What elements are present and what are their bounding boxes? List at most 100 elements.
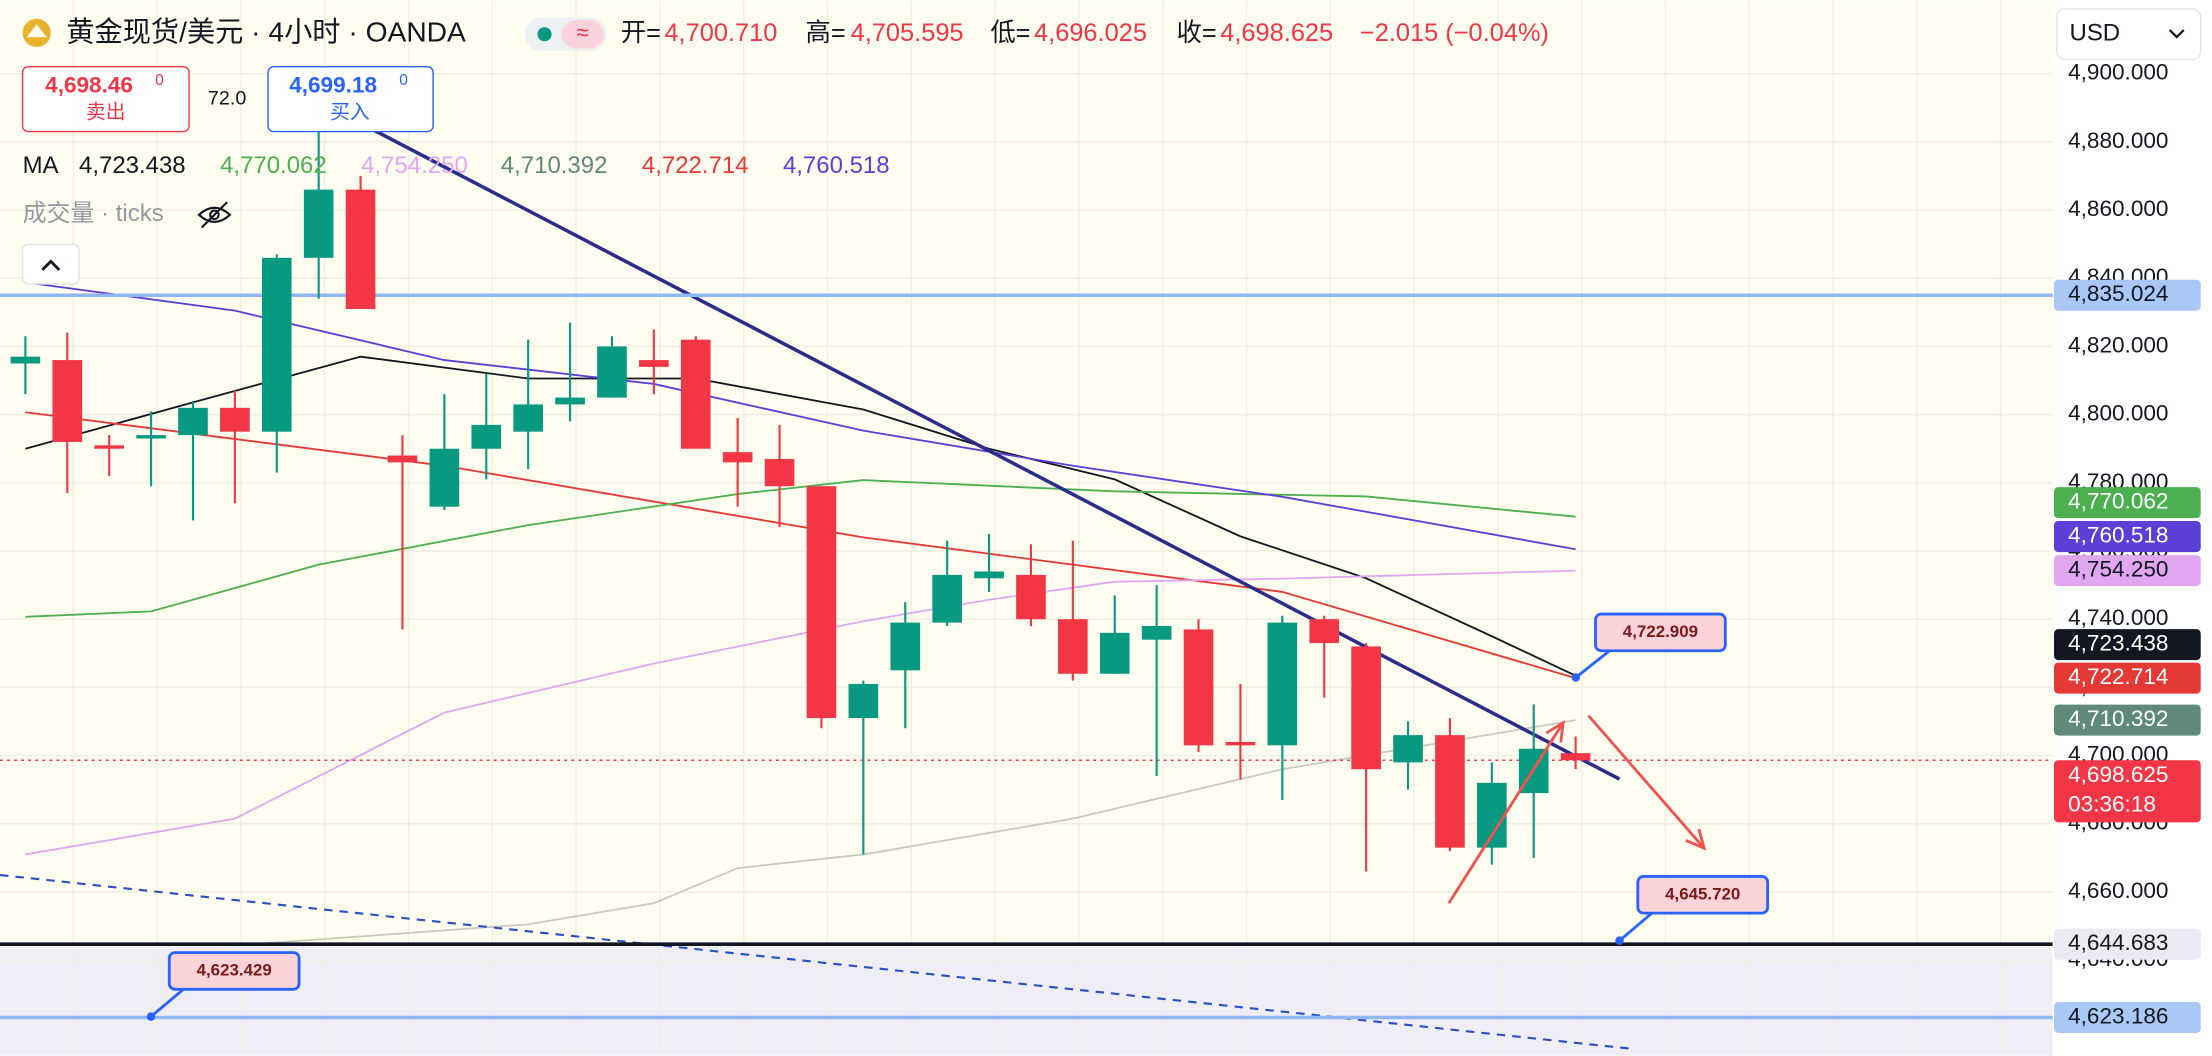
price-badge-label: 4,835.024	[2068, 281, 2168, 306]
arrow-line	[1587, 714, 1706, 850]
ma-line	[25, 569, 1576, 856]
candle-body	[974, 571, 1004, 579]
buy-price-sup: 0	[399, 72, 408, 89]
status-icon: ≈	[576, 20, 588, 45]
ma-value: 4,722.714	[642, 152, 749, 179]
ohlc-value: 4,700.710	[664, 19, 777, 47]
status-dot	[537, 27, 552, 42]
ohlc-change: −2.015 (−0.04%)	[1360, 19, 1549, 47]
buy-button[interactable]	[267, 65, 434, 133]
callout-box	[1636, 875, 1770, 915]
candle-body	[303, 189, 334, 258]
price-badge	[2054, 487, 2201, 519]
candle-body	[764, 458, 795, 487]
ohlc-value: 4,698.625	[1220, 19, 1333, 47]
y-tick-label: 4,660.000	[2068, 878, 2168, 903]
trend-line	[373, 128, 1621, 781]
ohlc-value: 4,705.595	[851, 19, 964, 47]
callout-connector	[1574, 649, 1611, 679]
callout-connector	[1618, 912, 1653, 942]
candle-body	[1477, 782, 1507, 848]
candle-body	[1099, 632, 1130, 674]
ohlc-value: 4,696.025	[1034, 19, 1147, 47]
ohlc-label: 高=	[806, 19, 846, 47]
candle-body	[1183, 629, 1214, 746]
status-badge	[561, 20, 604, 49]
y-tick-label: 4,900.000	[2068, 60, 2168, 85]
candle-body	[1016, 574, 1046, 620]
price-badge-label: 4,754.250	[2068, 557, 2168, 582]
sell-button[interactable]	[21, 65, 190, 133]
price-badge	[2054, 555, 2201, 587]
candle-body	[597, 346, 627, 398]
candle-body	[680, 339, 711, 449]
y-tick-label: 4,740.000	[2068, 605, 2168, 630]
price-badge	[2054, 760, 2201, 823]
callout-anchor	[1615, 936, 1624, 945]
price-badge	[2054, 928, 2201, 960]
symbol-title: 黄金现货/美元 · 4小时 · OANDA	[66, 16, 466, 48]
callout-label: 4,645.720	[1665, 884, 1740, 903]
candle-body	[1435, 735, 1465, 848]
sell-price: 4,698.46	[45, 72, 133, 97]
candle-body	[1141, 626, 1172, 640]
price-badge	[2054, 279, 2201, 311]
price-badge-timer: 03:36:18	[2068, 791, 2156, 816]
price-badge-label: 4,770.062	[2068, 489, 2168, 514]
price-badge-label: 4,698.625	[2068, 762, 2168, 787]
candle-body	[136, 435, 166, 439]
ohlc-label: 收=	[1177, 19, 1217, 47]
overlay-layer: 黄金现货/美元 · 4小时 · OANDA ≈ 开= 4,700.710 高= …	[21, 8, 2202, 285]
callout-connector	[150, 988, 185, 1018]
price-badge-label: 4,723.438	[2068, 631, 2168, 656]
sell-price-sup: 0	[155, 72, 164, 89]
candle-body	[1351, 646, 1381, 770]
arrow-head	[1685, 828, 1707, 851]
buy-price: 4,699.18	[289, 72, 377, 97]
callout-label: 4,623.429	[197, 960, 272, 979]
eye-pupil	[209, 209, 220, 221]
candle-body	[345, 189, 376, 309]
candle-body	[890, 622, 921, 671]
price-scale: 4,640.0004,660.0004,680.0004,700.0004,72…	[2054, 60, 2201, 1033]
y-tick-label: 4,880.000	[2068, 128, 2168, 153]
candle-body	[513, 404, 543, 432]
candle-body	[1267, 622, 1298, 746]
candle-body	[220, 407, 250, 432]
plot-layer: 4,722.909 4,645.720 4,623.429	[0, 0, 2053, 1056]
currency-dropdown[interactable]	[2056, 8, 2202, 61]
callout-anchor	[146, 1012, 156, 1021]
callout-label: 4,722.909	[1623, 622, 1698, 641]
ma-value: 4,723.438	[79, 152, 186, 179]
price-badge-label: 4,760.518	[2068, 523, 2168, 548]
candle-body	[1058, 619, 1088, 674]
candle-body	[178, 407, 208, 436]
candle-body	[261, 257, 292, 432]
ma-line	[25, 411, 1576, 680]
price-badge-label: 4,722.714	[2068, 664, 2168, 689]
candle-body	[639, 360, 669, 367]
candle-body	[932, 574, 962, 623]
price-badge	[2054, 1001, 2201, 1033]
callout-anchor	[1571, 673, 1580, 682]
y-tick-label: 4,820.000	[2068, 332, 2168, 357]
candle-body	[848, 683, 879, 719]
candle-body	[1393, 735, 1423, 763]
candle-body	[387, 455, 418, 463]
candle-body	[1560, 753, 1591, 761]
y-tick-label: 4,800.000	[2068, 401, 2168, 426]
candle-body	[94, 445, 125, 449]
symbol-logo-mark	[26, 24, 47, 38]
ma-line	[234, 719, 1576, 947]
ma-line	[25, 355, 1577, 677]
candle-body	[10, 356, 41, 364]
dropdown-chevron	[2168, 29, 2185, 39]
collapse-button[interactable]	[21, 243, 80, 285]
candle-body	[429, 448, 460, 507]
ma-value: 4,760.518	[783, 152, 890, 179]
ma-legend: 4,723.438 4,770.062 4,754.250 4,710.392 4,72…	[79, 152, 890, 179]
hide-icon[interactable]	[197, 201, 232, 229]
ma-value: 4,710.392	[501, 152, 608, 179]
